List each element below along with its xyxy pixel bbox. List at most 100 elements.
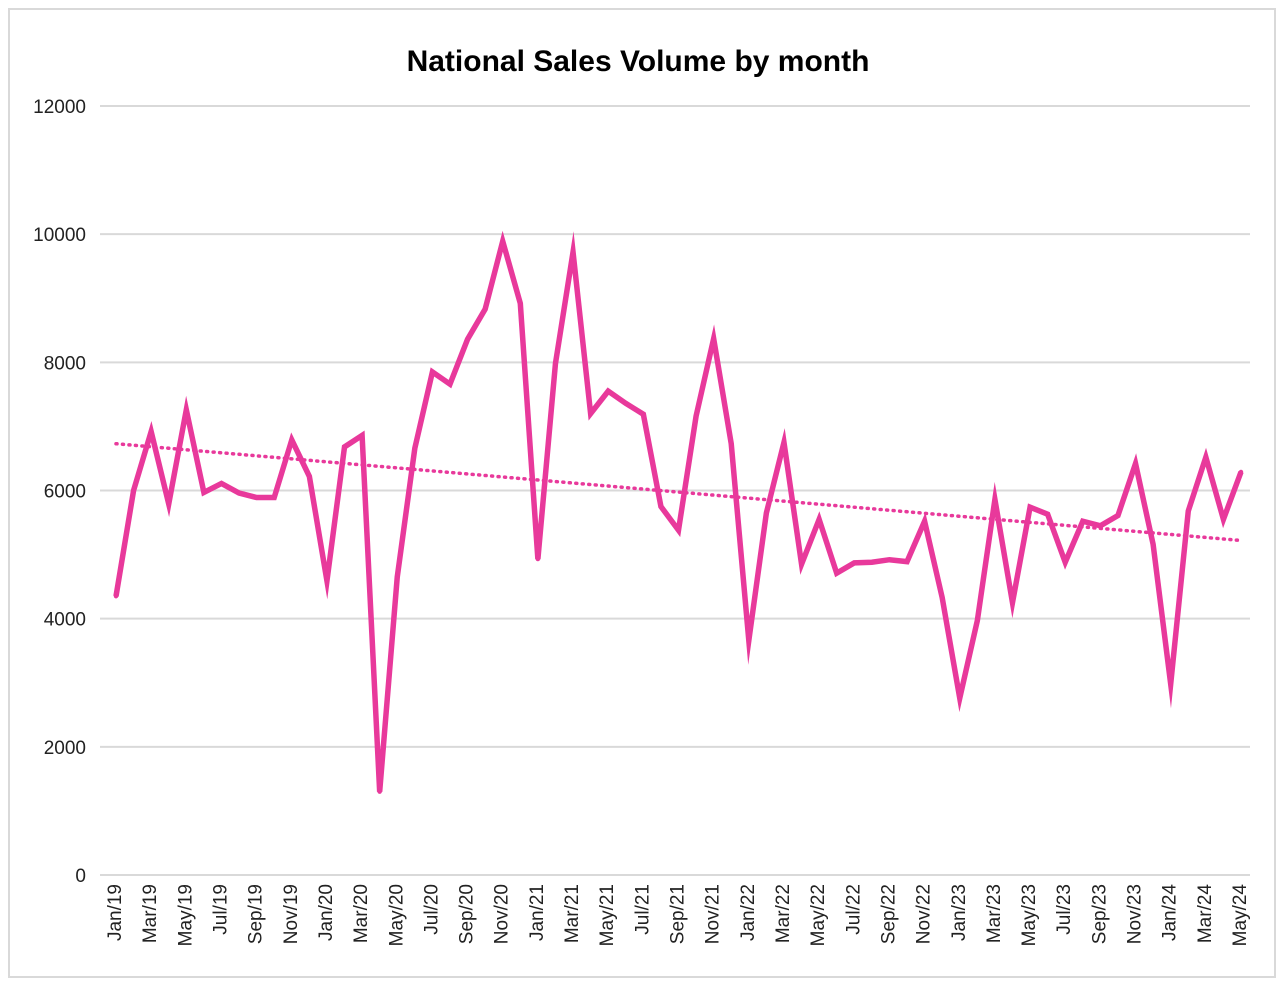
data-point (869, 560, 875, 565)
y-tick-label: 2000 (44, 738, 86, 759)
data-point (1168, 681, 1173, 687)
data-point (852, 560, 857, 566)
x-tick-label: Sep/22 (878, 884, 899, 944)
x-tick-label: Jan/23 (949, 884, 970, 941)
data-point (166, 501, 171, 507)
x-tick-label: Nov/21 (703, 884, 724, 944)
y-tick-label: 0 (75, 866, 86, 887)
x-tick-label: Nov/22 (914, 884, 935, 944)
x-tick-label: Jul/22 (843, 884, 864, 935)
data-point (1115, 513, 1121, 518)
data-point (535, 556, 541, 562)
y-tick-label: 12000 (33, 97, 86, 118)
data-point (939, 595, 945, 600)
data-point (799, 561, 804, 567)
series-line (113, 230, 1244, 792)
data-point (236, 490, 242, 496)
x-tick-label: Mar/23 (984, 884, 1005, 943)
data-point (816, 517, 822, 522)
data-point (1133, 461, 1138, 466)
x-tick-label: Mar/24 (1195, 884, 1216, 944)
x-tick-label: Sep/20 (457, 884, 478, 944)
data-point (307, 474, 312, 479)
data-point (922, 519, 927, 524)
x-tick-label: Sep/19 (246, 884, 267, 944)
y-tick-label: 4000 (44, 610, 86, 631)
x-tick-label: Jan/24 (1160, 884, 1181, 941)
data-point (1186, 508, 1191, 514)
x-tick-label: May/21 (597, 884, 618, 946)
data-point (342, 444, 347, 450)
data-point (957, 695, 962, 701)
x-tick-label: Nov/23 (1125, 884, 1146, 944)
data-point (1150, 542, 1156, 547)
data-point (570, 249, 576, 255)
chart-title: National Sales Volume by month (406, 45, 870, 78)
chart-frame: National Sales Volume by month (8, 8, 1276, 978)
x-tick-label: Jan/20 (316, 884, 337, 941)
data-point (500, 239, 505, 244)
data-point (518, 301, 523, 306)
data-point (1010, 600, 1015, 605)
data-point (465, 337, 470, 342)
y-tick-label: 6000 (44, 482, 86, 503)
data-point (184, 407, 189, 412)
data-point (131, 488, 136, 493)
data-point (1098, 523, 1103, 528)
data-point (1203, 454, 1209, 460)
data-point (430, 369, 435, 375)
data-point (693, 413, 699, 419)
data-point (658, 504, 664, 509)
x-tick-label: Jan/22 (738, 884, 759, 941)
data-point (975, 618, 980, 623)
data-point (482, 306, 488, 312)
data-point (201, 490, 207, 495)
data-point (113, 594, 119, 599)
data-point (412, 446, 418, 451)
data-point (834, 570, 839, 576)
x-tick-label: Mar/20 (351, 884, 372, 943)
y-axis-tick-labels: 0 2000 4000 6000 8000 10000 12000 (33, 97, 86, 887)
x-tick-label: Mar/22 (773, 884, 794, 943)
data-point (395, 574, 400, 580)
y-tick-label: 8000 (44, 353, 86, 374)
x-tick-label: Sep/21 (668, 884, 689, 944)
x-axis-tick-labels: Jan/19 Mar/19 May/19 Jul/19 Sep/19 Nov/19 Jan/… (105, 884, 1251, 947)
data-point (711, 336, 716, 341)
x-tick-label: May/19 (175, 884, 196, 946)
data-point (1221, 517, 1226, 522)
x-tick-label: Jul/21 (632, 884, 653, 935)
gridlines (100, 105, 1250, 876)
data-point (1027, 504, 1033, 510)
data-point (605, 388, 611, 394)
data-point (447, 381, 453, 387)
x-tick-label: Jul/20 (421, 884, 442, 935)
data-point (992, 497, 998, 502)
data-point (377, 789, 382, 794)
x-tick-label: Sep/23 (1089, 884, 1110, 944)
data-point (254, 495, 259, 500)
data-point (359, 433, 365, 438)
data-point (553, 361, 558, 366)
data-point (1238, 469, 1244, 475)
data-point (887, 557, 892, 562)
data-point (289, 437, 294, 443)
data-point (219, 481, 224, 486)
x-tick-label: Jan/21 (527, 884, 548, 941)
x-tick-label: Jan/19 (105, 884, 126, 941)
data-point (764, 510, 769, 516)
x-tick-label: Nov/19 (281, 884, 302, 944)
series-layer (113, 230, 1244, 794)
x-tick-label: Mar/21 (562, 884, 583, 943)
y-tick-label: 10000 (33, 225, 86, 246)
x-tick-label: Nov/20 (492, 884, 513, 944)
data-point (1045, 512, 1050, 517)
data-point (623, 401, 628, 406)
data-point (1063, 560, 1068, 565)
data-point (1080, 519, 1085, 524)
x-tick-label: May/22 (808, 884, 829, 946)
x-tick-label: May/23 (1019, 884, 1040, 946)
data-point (588, 411, 593, 416)
x-tick-label: May/24 (1230, 884, 1251, 947)
